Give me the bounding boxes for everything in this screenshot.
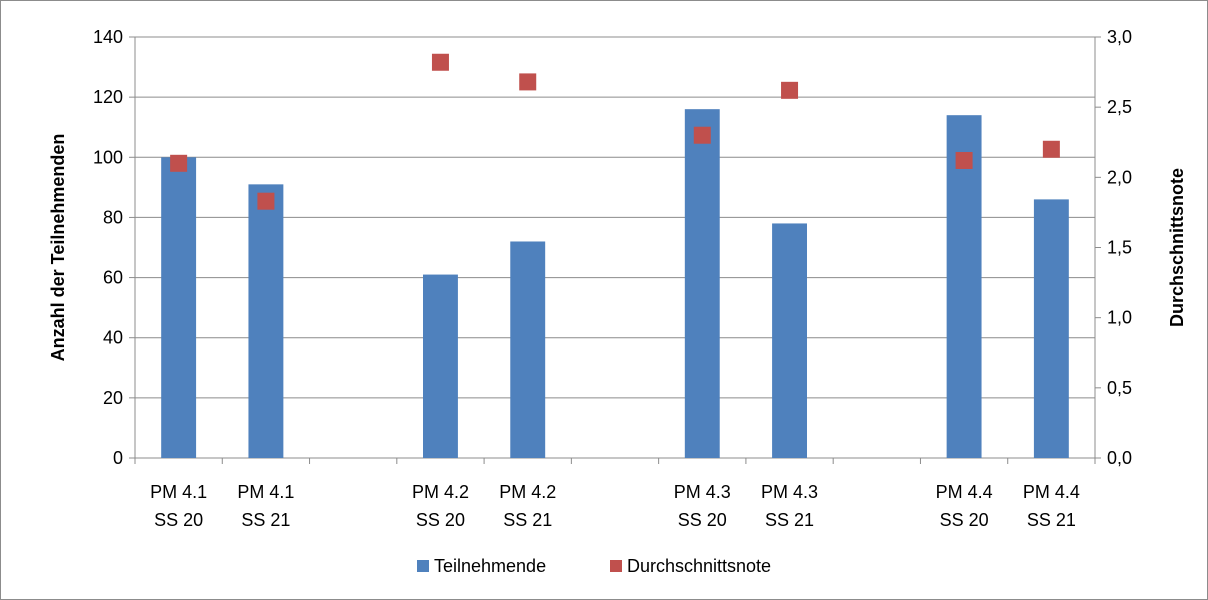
- y2-axis-title: Durchschnittsnote: [1167, 168, 1187, 327]
- y-tick-label: 100: [93, 147, 123, 167]
- x-tick-label: SS 20: [416, 510, 465, 530]
- x-tick-label: SS 21: [241, 510, 290, 530]
- x-tick-label: SS 20: [154, 510, 203, 530]
- bar: [248, 184, 284, 458]
- y-tick-label: 20: [103, 388, 123, 408]
- x-tick-label: SS 20: [940, 510, 989, 530]
- x-tick-label: PM 4.4: [936, 482, 993, 502]
- y-tick-label: 0: [113, 448, 123, 468]
- y-axis-title: Anzahl der Teilnehmenden: [48, 134, 68, 362]
- x-tick-label: PM 4.3: [761, 482, 818, 502]
- scatter-point: [519, 73, 537, 91]
- bar: [772, 223, 807, 458]
- x-tick-label: PM 4.1: [150, 482, 207, 502]
- y-tick-label: 120: [93, 87, 123, 107]
- scatter-point: [431, 53, 449, 71]
- y2-tick-label: 2,0: [1107, 167, 1132, 187]
- y2-tick-label: 1,0: [1107, 308, 1132, 328]
- scatter-point: [693, 126, 711, 144]
- y2-tick-label: 0,5: [1107, 378, 1132, 398]
- y2-tick-label: 3,0: [1107, 27, 1132, 47]
- bar: [510, 241, 546, 458]
- scatter-point: [955, 151, 973, 169]
- x-tick-label: PM 4.2: [412, 482, 469, 502]
- bar: [423, 274, 458, 458]
- y-tick-label: 40: [103, 328, 123, 348]
- x-tick-label: PM 4.2: [499, 482, 556, 502]
- x-tick-label: PM 4.1: [237, 482, 294, 502]
- x-tick-label: PM 4.3: [674, 482, 731, 502]
- y-tick-label: 60: [103, 268, 123, 288]
- scatter-point: [1042, 140, 1060, 158]
- x-tick-label: SS 21: [1027, 510, 1076, 530]
- y-tick-label: 80: [103, 207, 123, 227]
- legend-label: Teilnehmende: [434, 556, 546, 576]
- bar: [1033, 199, 1069, 458]
- y-tick-label: 140: [93, 27, 123, 47]
- y2-tick-label: 2,5: [1107, 97, 1132, 117]
- legend-swatch: [417, 560, 429, 572]
- x-tick-label: PM 4.4: [1023, 482, 1080, 502]
- scatter-point: [257, 192, 275, 210]
- scatter-point: [170, 154, 188, 172]
- y2-tick-label: 0,0: [1107, 448, 1132, 468]
- legend-label: Durchschnittsnote: [627, 556, 771, 576]
- scatter-point: [781, 81, 799, 99]
- bar: [161, 157, 197, 459]
- bar: [946, 115, 982, 458]
- x-tick-label: SS 20: [678, 510, 727, 530]
- bar: [684, 109, 720, 459]
- x-tick-label: SS 21: [503, 510, 552, 530]
- y2-tick-label: 1,5: [1107, 238, 1132, 258]
- x-tick-label: SS 21: [765, 510, 814, 530]
- legend-swatch: [610, 560, 622, 572]
